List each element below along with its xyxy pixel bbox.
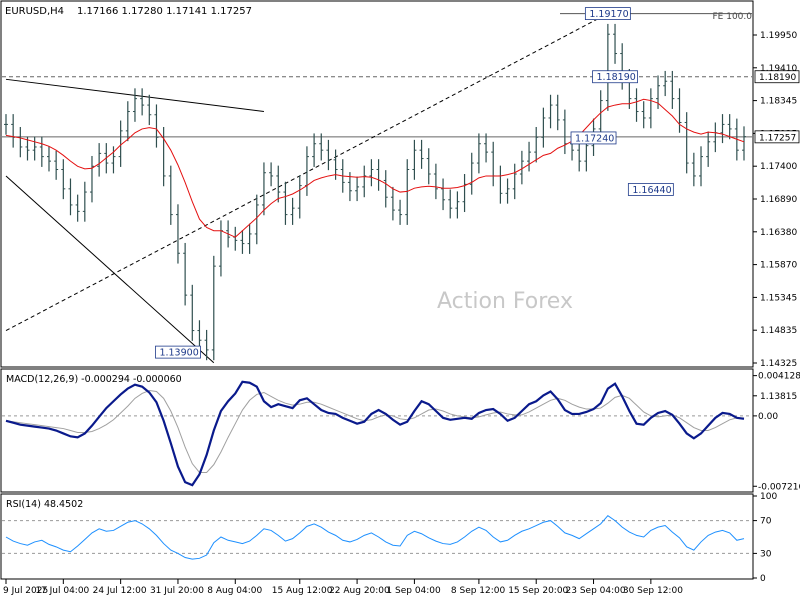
- time-tick-label: 30 Sep 12:00: [623, 586, 683, 596]
- price-ytick-label: 1.19950: [760, 31, 797, 41]
- time-tick-label: 15 Aug 12:00: [272, 586, 333, 596]
- price-panel-frame[interactable]: [0, 0, 754, 368]
- rsi-ytick-label: 70: [760, 517, 772, 527]
- annotation-box: [627, 183, 674, 196]
- annotation-box: [584, 7, 631, 20]
- fe-label: FE 100.0: [713, 12, 753, 22]
- moving-average-line: [5, 98, 745, 238]
- macd-ytick-label: 0.004128: [758, 372, 800, 382]
- macd-ytick-label: 0.00: [758, 412, 778, 422]
- time-tick-label: 17 Jul 04:00: [35, 586, 89, 596]
- rsi-ytick-label: 30: [760, 549, 772, 559]
- time-tick-label: 1 Sep 04:00: [386, 586, 441, 596]
- price-ytick-label: 1.17400: [760, 162, 797, 172]
- time-tick-label: 9 Jul 2025: [3, 586, 48, 596]
- price-ytick-label: 1.14325: [760, 359, 797, 369]
- price-ytick-label: 1.18345: [760, 97, 797, 107]
- annotation-box: [592, 70, 638, 84]
- time-tick-label: 23 Sep 04:00: [566, 586, 626, 596]
- time-tick-label: 8 Aug 04:00: [207, 586, 262, 596]
- price-ytick-label: 1.13815: [760, 392, 797, 402]
- time-tick-label: 24 Jul 12:00: [93, 586, 147, 596]
- fibo-trendline: [5, 13, 609, 332]
- trendline: [5, 175, 215, 364]
- macd-title: MACD(12,26,9) -0.000294 -0.000060: [6, 374, 182, 385]
- level-label: 1.18190: [759, 73, 796, 83]
- annotation-label: 1.13900: [159, 348, 198, 359]
- price-ytick-label: 1.19410: [760, 64, 797, 74]
- time-tick-label: 31 Jul 20:00: [150, 586, 204, 596]
- header-ohlc: 1.17166 1.17280 1.17141 1.17257: [77, 6, 252, 17]
- price-ytick-label: 1.15870: [760, 261, 797, 271]
- annotation-box: [570, 131, 617, 145]
- annotation-label: 1.17240: [575, 133, 614, 144]
- price-ytick-label: 1.16380: [760, 228, 797, 238]
- macd-panel-frame[interactable]: [0, 368, 754, 493]
- annotation-label: 1.19170: [589, 9, 628, 20]
- rsi-line: [5, 515, 745, 560]
- level-label-box: [754, 70, 800, 84]
- rsi-ytick-label: 100: [760, 492, 777, 502]
- macd-ytick-label: -0.007216: [758, 482, 800, 492]
- header-symbol: EURUSD,H4: [5, 6, 64, 17]
- price-panel: 1.199501.194101.183451.179251.174001.168…: [2, 7, 800, 402]
- annotation-label: 1.18190: [597, 72, 636, 83]
- time-tick-label: 15 Sep 20:00: [508, 586, 568, 596]
- price-ytick-label: 1.15345: [760, 293, 797, 303]
- level-label-box: [754, 130, 800, 144]
- rsi-ytick-label: 0: [760, 574, 766, 584]
- macd-line: [5, 380, 745, 487]
- annotation-box: [155, 345, 201, 359]
- rsi-panel: 100 70 30 0: [2, 492, 777, 584]
- price-ytick-label: 1.16890: [760, 195, 797, 205]
- rsi-title: RSI(14) 48.4502: [6, 499, 83, 510]
- level-label: 1.17257: [759, 133, 796, 143]
- annotation-label: 1.16440: [632, 185, 671, 196]
- price-ytick-label: 1.14835: [760, 326, 797, 336]
- macd-panel: 0.004128 0.00 -0.007216: [2, 372, 800, 492]
- watermark: Action Forex: [437, 289, 573, 314]
- time-tick-label: 22 Aug 20:00: [329, 586, 390, 596]
- time-tick-label: 8 Sep 12:00: [451, 586, 506, 596]
